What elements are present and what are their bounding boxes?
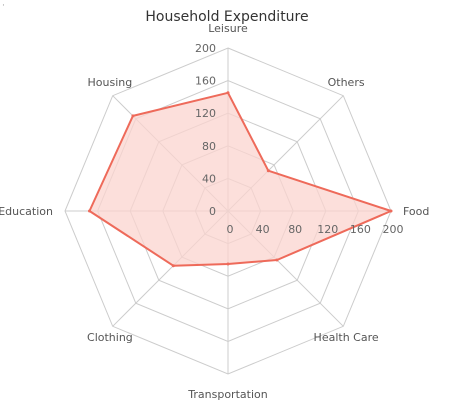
data-point-transportation[interactable] <box>226 262 230 266</box>
data-point-leisure[interactable] <box>226 91 230 95</box>
category-label-housing: Housing <box>88 76 133 89</box>
axis-labels: Leisure Others Food Health Care Transportati… <box>0 22 429 401</box>
category-label-others: Others <box>328 76 365 89</box>
category-label-education: Education <box>0 205 53 218</box>
category-label-clothing: Clothing <box>87 331 133 344</box>
axis-tick-label: 40 <box>256 223 270 236</box>
radial-tick-label: 200 <box>195 42 216 55</box>
category-label-leisure: Leisure <box>208 22 248 35</box>
radial-tick-label: 0 <box>209 205 216 218</box>
radial-tick-label: 160 <box>195 75 216 88</box>
data-point-food[interactable] <box>389 209 393 213</box>
category-label-food: Food <box>403 205 429 218</box>
chart-title: Household Expenditure <box>145 9 308 25</box>
category-label-health-care: Health Care <box>314 331 379 344</box>
axis-tick-label: 80 <box>288 223 302 236</box>
category-label-transportation: Transportation <box>187 388 267 401</box>
data-point-housing[interactable] <box>131 114 135 118</box>
data-point-others[interactable] <box>266 169 270 173</box>
axis-tick-label: 160 <box>350 223 371 236</box>
radial-tick-label: 40 <box>202 172 216 185</box>
radial-tick-label: 120 <box>195 107 216 120</box>
axis-tick-label: 120 <box>317 223 338 236</box>
data-point-health-care[interactable] <box>275 258 279 262</box>
series-layer <box>88 91 393 268</box>
tick-labels: 0 40 80 120 160 200 0 40 80 120 160 200 <box>195 42 404 236</box>
radial-tick-label: 80 <box>202 140 216 153</box>
corner-mark: · <box>2 1 5 11</box>
axis-tick-label: 0 <box>227 223 234 236</box>
data-point-education[interactable] <box>88 209 91 213</box>
data-point-clothing[interactable] <box>171 264 175 268</box>
axis-tick-label: 200 <box>383 223 404 236</box>
